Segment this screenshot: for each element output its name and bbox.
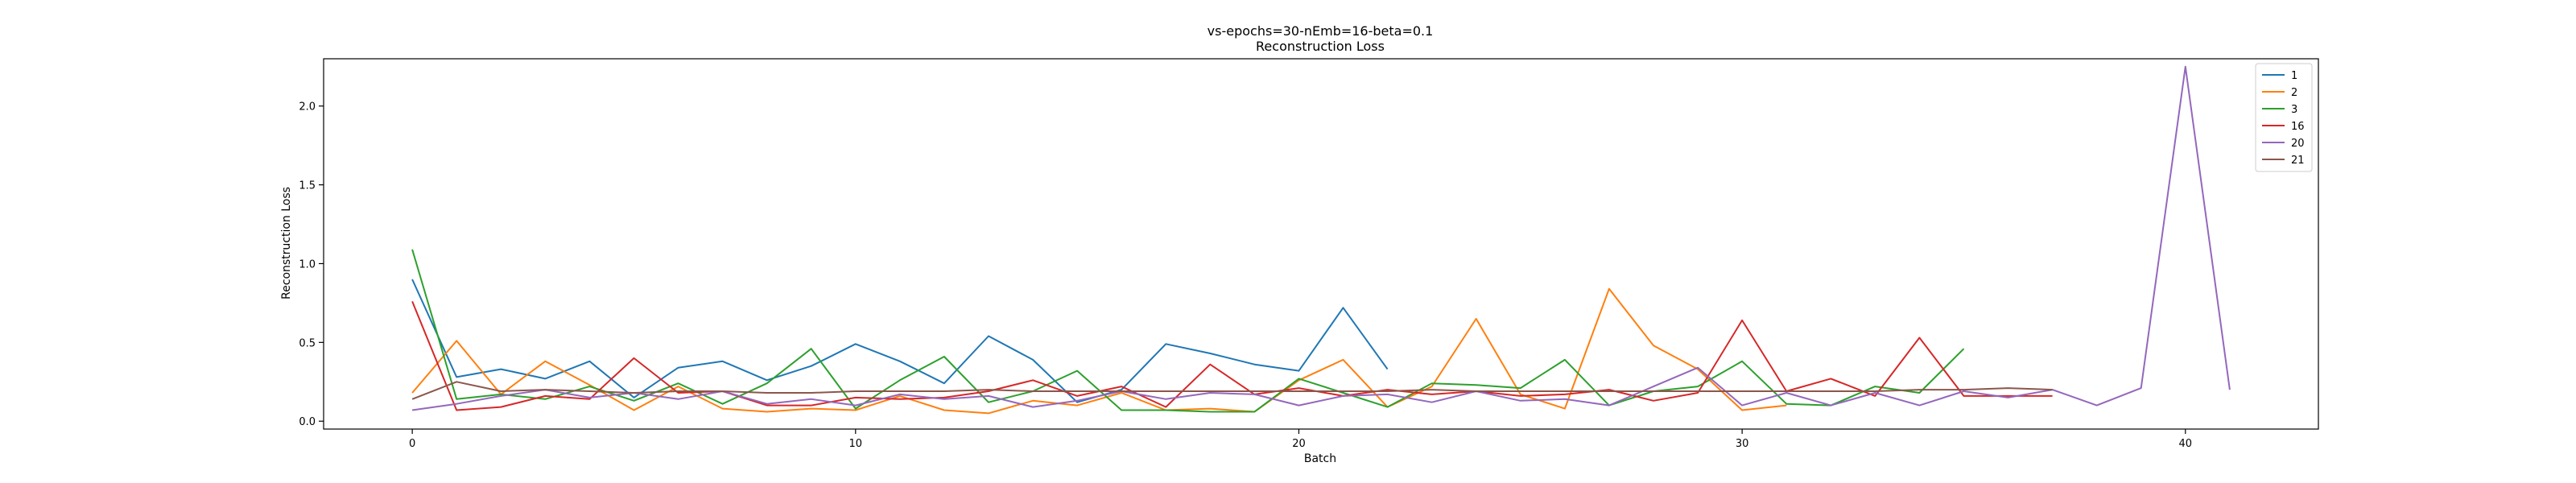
legend-label-3: 3 [2291, 104, 2297, 116]
axes-frame [323, 58, 2319, 430]
legend-label-20: 20 [2291, 138, 2305, 150]
x-tick-label: 40 [2179, 438, 2193, 450]
x-tick-label: 30 [1736, 438, 1749, 450]
x-tick-label: 10 [849, 438, 863, 450]
chart-subtitle: Reconstruction Loss [1256, 39, 1385, 54]
x-axis-label: Batch [1304, 452, 1336, 465]
x-tick-label: 0 [409, 438, 415, 450]
legend-label-2: 2 [2291, 87, 2297, 99]
series-line-2 [411, 287, 1787, 415]
y-tick-label: 0.5 [299, 337, 316, 349]
plot-area: 0 10 20 30 40 0.0 0.5 1.0 1.5 2.0 1 2 3 16 20 21 [299, 58, 2319, 450]
series-line-20 [411, 65, 2231, 411]
series-line-16 [411, 301, 2053, 411]
legend-box [2255, 63, 2313, 172]
chart-title: vs-epochs=30-nEmb=16-beta=0.1 [1208, 23, 1434, 39]
x-tick-label: 20 [1292, 438, 1306, 450]
series-line-1 [411, 279, 1389, 403]
y-tick-label: 0.0 [299, 416, 316, 428]
legend-label-16: 16 [2291, 121, 2305, 133]
y-axis-label: Reconstruction Loss [280, 187, 293, 299]
legend-label-21: 21 [2291, 155, 2305, 167]
y-tick-label: 1.5 [299, 180, 316, 192]
legend-label-1: 1 [2291, 70, 2297, 82]
y-tick-label: 1.0 [299, 258, 316, 270]
y-tick-label: 2.0 [299, 101, 316, 114]
series-line-21 [411, 381, 2053, 400]
